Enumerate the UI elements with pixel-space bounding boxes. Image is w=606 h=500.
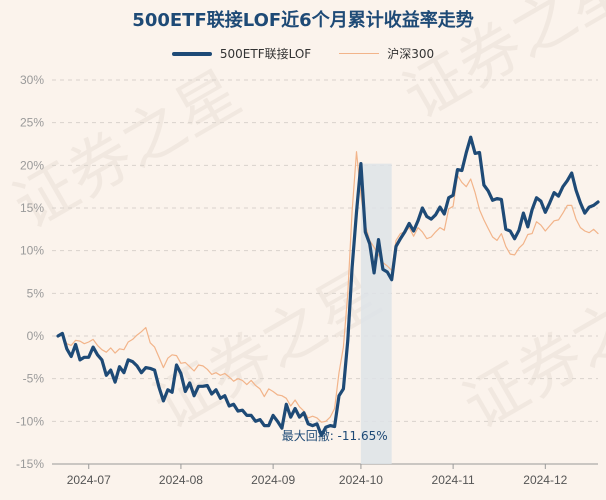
y-tick-label: 5% xyxy=(27,286,45,300)
legend-swatch-fund xyxy=(171,51,212,56)
watermark-text: 证券之星 xyxy=(451,256,606,443)
x-tick-label: 2024-10 xyxy=(339,473,383,487)
y-tick-label: 15% xyxy=(20,201,44,215)
x-tick-label: 2024-11 xyxy=(432,473,475,487)
legend-label-fund: 500ETF联接LOF xyxy=(219,47,312,61)
x-tick-label: 2024-12 xyxy=(523,473,567,487)
y-tick-label: 0% xyxy=(27,329,45,343)
y-tick-label: -15% xyxy=(16,457,44,471)
watermark-text: 证券之星 xyxy=(391,0,606,133)
series-lines xyxy=(56,135,600,437)
legend-item-benchmark[interactable]: 沪深300 xyxy=(339,45,434,62)
series-line-fund[interactable] xyxy=(56,135,600,437)
y-tick-label: 10% xyxy=(20,244,44,258)
drawdown-area xyxy=(360,163,392,465)
y-tick-label: 25% xyxy=(20,116,44,130)
watermark-text: 证券之星 xyxy=(141,256,392,443)
drawdown-region xyxy=(360,163,392,465)
max-drawdown-label: 最大回撤: -11.65% xyxy=(282,428,388,443)
x-tick-label: 2024-09 xyxy=(251,473,295,487)
chart-title: 500ETF联接LOF近6个月累计收益率走势 xyxy=(132,10,474,31)
x-axis: 2024-07 2024-08 2024-09 2024-10 2024-11 2024-… xyxy=(52,463,598,487)
y-tick-label: 30% xyxy=(20,73,44,87)
legend: 500ETF联接LOF 沪深300 xyxy=(0,45,606,62)
y-tick-label: -5% xyxy=(23,372,45,386)
series-line-benchmark[interactable] xyxy=(57,151,599,423)
legend-swatch-benchmark xyxy=(339,53,380,54)
legend-item-fund[interactable]: 500ETF联接LOF xyxy=(171,45,312,62)
y-tick-label: -10% xyxy=(16,414,44,428)
x-tick-label: 2024-08 xyxy=(159,473,203,487)
annotation: 最大回撤: -11.65% xyxy=(282,428,388,443)
y-tick-label: 20% xyxy=(20,158,44,172)
legend-label-benchmark: 沪深300 xyxy=(387,47,435,61)
y-axis: 30% 25% 20% 15% 10% 5% 0% -5% -10% -15% xyxy=(16,73,44,471)
x-tick-label: 2024-07 xyxy=(67,473,111,487)
